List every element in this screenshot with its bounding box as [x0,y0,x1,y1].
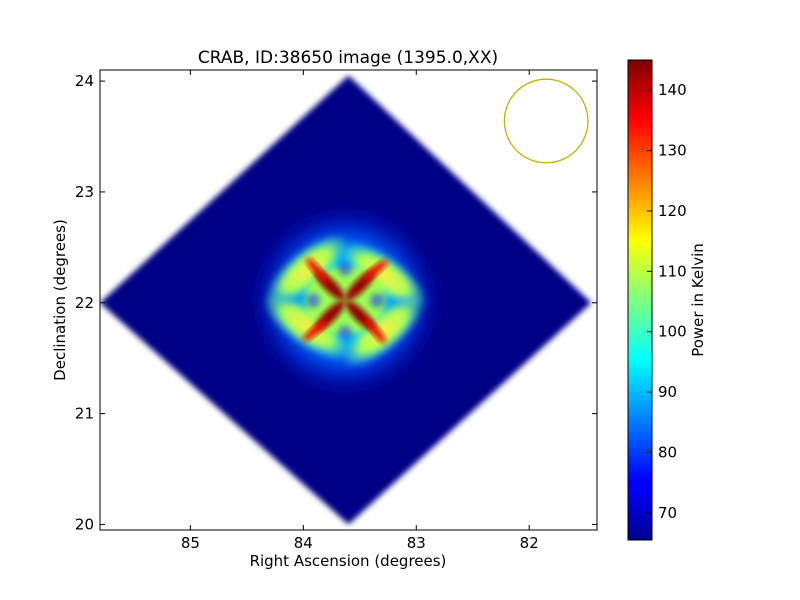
colorbar-tick-label: 130 [658,142,687,160]
streak-1 [306,258,328,284]
x-axis: 85 84 83 82 [181,70,539,552]
y-tick-label: 24 [75,72,94,90]
x-tick-label: 84 [294,534,313,552]
colorbar-tick-label: 80 [658,443,677,461]
null-4 [306,293,321,308]
y-axis: 20 21 22 23 24 [75,72,597,533]
chart-title: CRAB, ID:38650 image (1395.0,XX) [198,48,498,68]
colorbar-ticks: 70 80 90 100 110 120 130 140 [647,81,687,522]
x-tick-label: 82 [520,534,539,552]
y-axis-label: Declination (degrees) [51,219,69,381]
streak-4 [302,319,328,342]
streak-3 [364,318,386,344]
plot-area [100,70,597,530]
sidelobe-1 [264,233,349,307]
x-tick-label: 83 [407,534,426,552]
y-tick-label: 22 [75,294,94,312]
null-3 [338,325,353,340]
beam-circle [503,78,589,164]
colorbar-tick-label: 70 [658,504,677,522]
colorbar: 70 80 90 100 110 120 130 140 Power in Kelvin [627,59,707,541]
colorbar-tick-label: 100 [658,323,687,341]
sidelobe-4 [262,292,351,361]
colorbar-tick-label: 90 [658,383,677,401]
y-tick-label: 20 [75,515,94,533]
plot-frame [99,69,598,531]
streak-2 [362,259,388,282]
y-tick-label: 23 [75,183,94,201]
colorbar-tick-label: 140 [658,81,687,99]
colorbar-tick-label: 120 [658,202,687,220]
null-1 [338,261,353,276]
intensity-map [100,75,592,525]
colorbar-label: Power in Kelvin [689,243,707,357]
colorbar-tick-label: 110 [658,262,687,280]
sidelobe-2 [339,240,428,309]
y-tick-label: 21 [75,405,94,423]
sidelobe-3 [341,294,426,368]
colorbar-gradient [627,59,653,541]
x-axis-label: Right Ascension (degrees) [250,552,447,570]
null-2 [370,293,385,308]
x-tick-label: 85 [181,534,200,552]
